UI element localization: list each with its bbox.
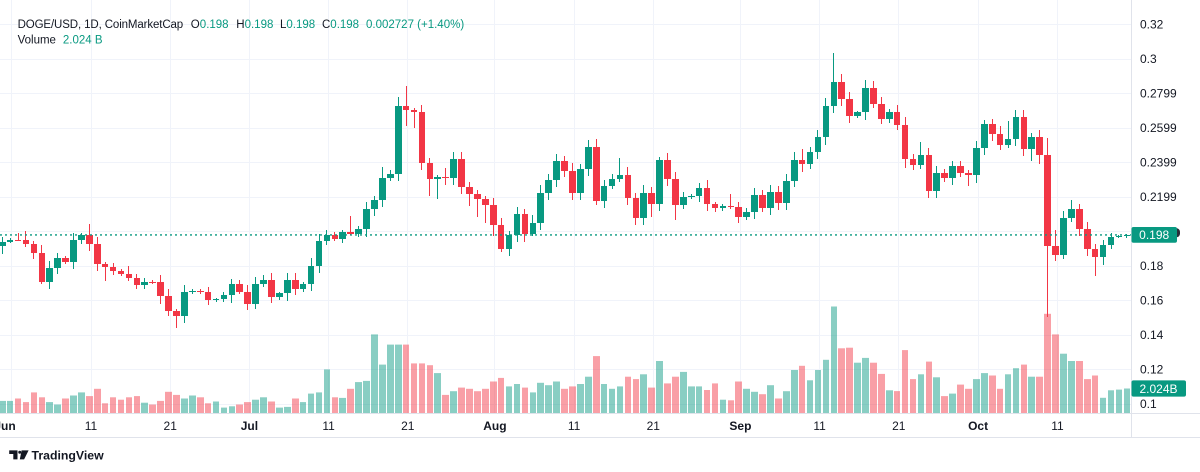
svg-text:H: H (236, 19, 244, 31)
svg-text:11: 11 (813, 419, 826, 433)
svg-text:0.12: 0.12 (1140, 363, 1164, 377)
svg-text:0.198: 0.198 (200, 19, 229, 31)
svg-text:C: C (322, 19, 330, 31)
svg-text:0.3: 0.3 (1140, 52, 1157, 66)
svg-text:11: 11 (1051, 419, 1064, 433)
svg-text:21: 21 (401, 419, 415, 433)
svg-text:11: 11 (322, 419, 335, 433)
svg-text:11: 11 (85, 419, 98, 433)
svg-text:0.198: 0.198 (245, 19, 274, 31)
svg-text:21: 21 (647, 419, 661, 433)
svg-text:2.024B: 2.024B (1139, 382, 1177, 396)
svg-text:0.2399: 0.2399 (1140, 156, 1177, 170)
svg-text:21: 21 (892, 419, 906, 433)
svg-text:0.198: 0.198 (1139, 228, 1169, 242)
svg-text:0.198: 0.198 (286, 19, 315, 31)
svg-text:Sep: Sep (729, 419, 751, 433)
svg-text:0.1: 0.1 (1140, 397, 1157, 411)
svg-text:0.18: 0.18 (1140, 259, 1164, 273)
svg-text:2.024 B: 2.024 B (63, 35, 103, 47)
svg-text:Jun: Jun (0, 419, 16, 433)
svg-text:Jul: Jul (241, 419, 258, 433)
svg-text:0.002727 (+1.40%): 0.002727 (+1.40%) (366, 19, 464, 31)
svg-text:0.198: 0.198 (330, 19, 359, 31)
svg-text:11: 11 (568, 419, 581, 433)
svg-text:Aug: Aug (483, 419, 506, 433)
svg-text:DOGE/USD, 1D, CoinMarketCap: DOGE/USD, 1D, CoinMarketCap (18, 19, 183, 31)
svg-text:0.16: 0.16 (1140, 294, 1164, 308)
svg-text:0.2199: 0.2199 (1140, 190, 1177, 204)
svg-text:21: 21 (164, 419, 178, 433)
svg-text:Volume: Volume (18, 35, 56, 47)
svg-text:Oct: Oct (968, 419, 988, 433)
svg-text:0.2799: 0.2799 (1140, 87, 1177, 101)
svg-text:TradingView: TradingView (32, 449, 105, 463)
svg-text:L: L (280, 19, 287, 31)
svg-text:O: O (191, 19, 200, 31)
svg-text:0.2599: 0.2599 (1140, 121, 1177, 135)
svg-text:0.14: 0.14 (1140, 328, 1164, 342)
svg-text:0.32: 0.32 (1140, 18, 1164, 32)
